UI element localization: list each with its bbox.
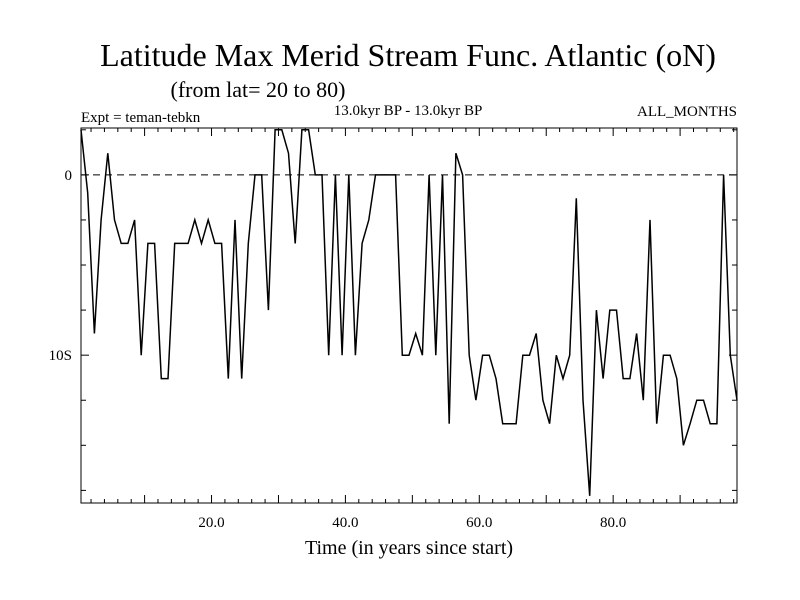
x-tick-label: 60.0 <box>466 515 492 531</box>
period-label: 13.0kyr BP - 13.0kyr BP <box>334 103 483 119</box>
plot-area: 20.0 40.0 60.0 80.0 0 10S <box>49 127 738 531</box>
experiment-label: Expt = teman-tebkn <box>81 110 201 126</box>
x-axis-label: Time (in years since start) <box>305 537 513 559</box>
series-line <box>80 129 738 496</box>
x-tick-label: 40.0 <box>332 515 358 531</box>
plot-frame <box>80 127 738 504</box>
y-tick-label: 0 <box>65 168 73 184</box>
y-tick-label: 10S <box>49 348 72 364</box>
x-tick-label: 80.0 <box>600 515 626 531</box>
chart-title: Latitude Max Merid Stream Func. Atlantic… <box>100 37 716 73</box>
months-label: ALL_MONTHS <box>637 104 737 120</box>
x-tick-label: 20.0 <box>198 515 224 531</box>
chart-subtitle: (from lat= 20 to 80) <box>171 77 346 102</box>
